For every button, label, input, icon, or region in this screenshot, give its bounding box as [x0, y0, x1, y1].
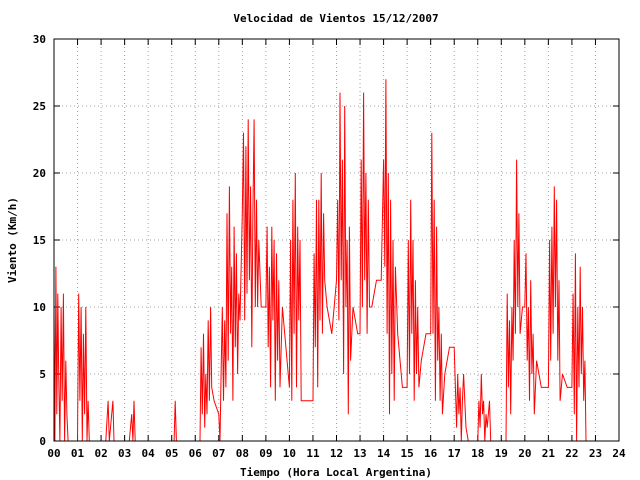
- x-tick-label: 12: [330, 447, 343, 460]
- x-tick-label: 18: [471, 447, 484, 460]
- x-tick-label: 07: [212, 447, 225, 460]
- x-axis-label: Tiempo (Hora Local Argentina): [240, 466, 432, 479]
- x-tick-label: 02: [94, 447, 107, 460]
- x-tick-label: 03: [118, 447, 131, 460]
- x-tick-label: 22: [565, 447, 578, 460]
- y-tick-label: 30: [33, 33, 46, 46]
- x-tick-label: 16: [424, 447, 438, 460]
- y-tick-label: 5: [39, 368, 46, 381]
- x-tick-label: 09: [259, 447, 272, 460]
- chart-title: Velocidad de Vientos 15/12/2007: [233, 12, 438, 25]
- y-tick-label: 0: [39, 435, 46, 448]
- x-tick-label: 24: [612, 447, 626, 460]
- x-axis-tick-labels: 00 01 02 03 04 05 06 07 08 09 10 11 12 13 14 15 16 17 18 19…: [47, 447, 626, 460]
- x-tick-label: 14: [377, 447, 391, 460]
- y-tick-label: 20: [33, 167, 46, 180]
- y-tick-label: 25: [33, 100, 46, 113]
- x-tick-label: 11: [306, 447, 320, 460]
- x-tick-label: 19: [495, 447, 508, 460]
- x-tick-label: 00: [47, 447, 60, 460]
- x-tick-label: 08: [236, 447, 249, 460]
- x-tick-label: 20: [518, 447, 531, 460]
- y-axis-label: Viento (Km/h): [6, 197, 19, 283]
- plot-frame: [53, 38, 620, 442]
- x-tick-label: 21: [542, 447, 556, 460]
- x-tick-label: 15: [401, 447, 414, 460]
- x-tick-label: 23: [589, 447, 602, 460]
- x-tick-label: 10: [283, 447, 296, 460]
- x-tick-label: 06: [189, 447, 203, 460]
- x-tick-label: 17: [448, 447, 461, 460]
- grid-lines: [54, 39, 619, 441]
- x-tick-label: 04: [142, 447, 156, 460]
- x-tick-label: 05: [165, 447, 178, 460]
- x-tick-label: 13: [353, 447, 366, 460]
- y-tick-label: 15: [33, 234, 46, 247]
- y-tick-label: 10: [33, 301, 46, 314]
- x-tick-label: 01: [71, 447, 85, 460]
- y-axis-tick-labels: 0 5 10 15 20 25 30: [33, 33, 46, 448]
- plot-series: [53, 79, 587, 442]
- wind-speed-line: [53, 79, 587, 442]
